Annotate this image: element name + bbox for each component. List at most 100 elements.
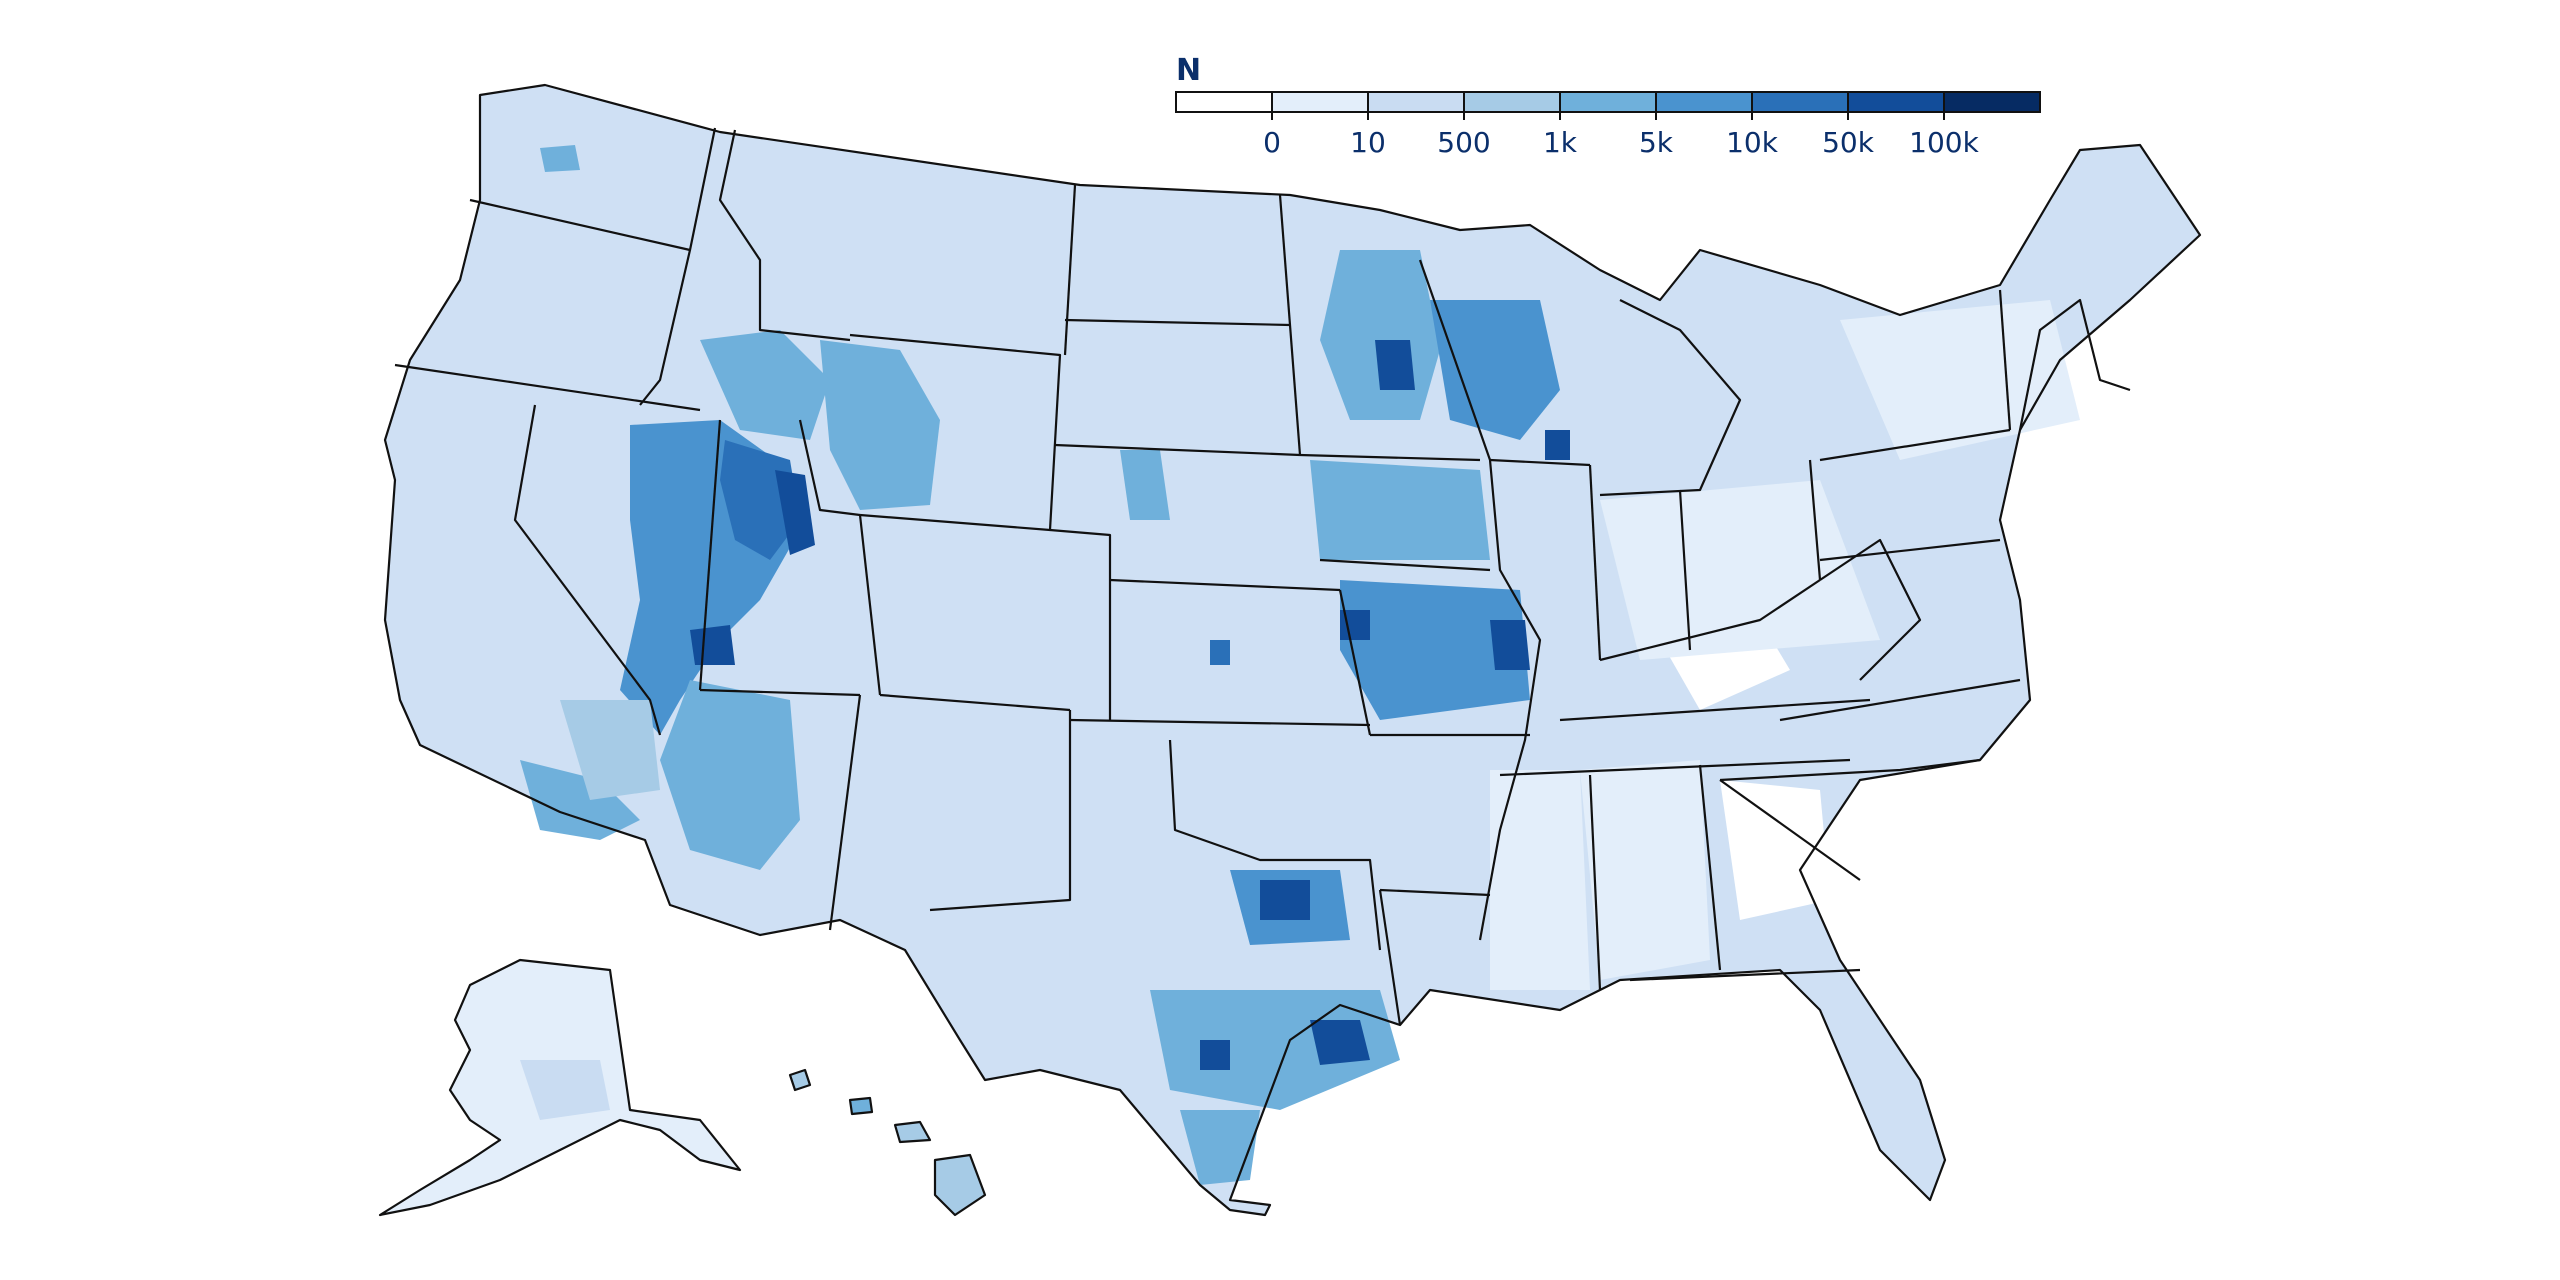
border-sd-ne (1054, 443, 1301, 457)
border-il-in (1588, 464, 1602, 661)
border-new-england (2018, 298, 2131, 431)
hawaii-big-island (933, 1153, 987, 1217)
county-austin (1200, 1040, 1230, 1070)
county-cluster-kansas (1120, 450, 1170, 520)
legend-swatch-8 (1944, 92, 2040, 112)
legend-swatch-5 (1656, 92, 1752, 112)
hawaii-oahu (848, 1096, 874, 1116)
county-cluster-san-diego (560, 700, 660, 800)
border-id-mt (718, 129, 851, 342)
legend-swatch-2 (1368, 92, 1464, 112)
county-cluster-ohio-valley-light (1600, 480, 1880, 660)
border-id-west (639, 127, 717, 406)
county-cluster-southwest-utah (690, 625, 735, 665)
border-tn-south (1499, 758, 1851, 777)
border-mo-east (1338, 589, 1372, 736)
county-dallas (1260, 880, 1310, 920)
hawaii (788, 1068, 987, 1217)
county-cluster-wisconsin (1430, 300, 1560, 440)
border-pa-south (1819, 538, 2001, 562)
alaska-county-light (520, 1060, 610, 1120)
legend-swatch-4 (1560, 92, 1656, 112)
hawaii-maui (893, 1120, 932, 1144)
border-nd-sd (1064, 318, 1291, 327)
legend-label-5: 5k (1639, 126, 1674, 159)
border-or-ca-nv (394, 363, 701, 412)
border-ms-al (1588, 774, 1602, 991)
border-ut-co (858, 514, 882, 696)
border-va-nc (1779, 678, 2021, 722)
county-cluster-southern-california (520, 760, 640, 840)
state-borders (383, 83, 2202, 1217)
legend-label-4: 1k (1543, 126, 1578, 159)
border-al-ga (1698, 764, 1722, 971)
county-st-louis (1490, 620, 1530, 670)
county-cluster-northeast-light (1840, 300, 2080, 460)
border-in-oh (1678, 489, 1692, 651)
legend-swatch-0 (1176, 92, 1272, 112)
border-ar-la (1379, 888, 1491, 897)
county-cluster-iowa (1310, 460, 1490, 560)
county-cluster-salt-lake (775, 470, 815, 555)
border-mt-nd (1063, 184, 1077, 356)
border-la-tx (1378, 889, 1402, 1026)
legend-labels: 0 10 500 1k 5k 10k 50k 100k (1263, 92, 1980, 159)
alaska (378, 958, 742, 1217)
border-ia-mo (1319, 558, 1491, 572)
county-kansas-city (1340, 610, 1370, 640)
county-cluster-alabama-light (1580, 760, 1710, 980)
border-ut-az (699, 688, 861, 697)
county-cluster-arizona (660, 680, 800, 870)
border-co-ks (1049, 528, 1112, 720)
county-houston (1310, 1020, 1370, 1065)
border-ne-ks (1109, 578, 1341, 592)
legend-swatch-1 (1272, 92, 1368, 112)
hawaii-kauai (788, 1068, 812, 1092)
legend-label-3: 500 (1437, 126, 1490, 159)
border-nc-sc (1719, 758, 1981, 782)
county-cluster-utah-core (720, 440, 800, 560)
border-nv-ut (698, 419, 722, 691)
county-cluster-south-texas (1180, 1110, 1260, 1185)
county-cluster-mississippi-light (1490, 770, 1590, 990)
border-ut-wy (798, 419, 861, 517)
legend-swatch-7 (1848, 92, 1944, 112)
border-ga-sc (1719, 779, 1861, 881)
border-mi (1599, 299, 1742, 497)
border-pa-ny (1819, 428, 2011, 462)
legend-label-6: 10k (1726, 126, 1779, 159)
county-minneapolis (1375, 340, 1415, 390)
border-ky-tn (1559, 698, 1871, 722)
county-cluster-missouri (1340, 580, 1530, 720)
legend: N 0 10 500 1k 5k 10k 50k 100k (1175, 53, 2041, 159)
border-wi-il (1489, 458, 1591, 467)
county-cluster-idaho (700, 330, 830, 440)
border-wa-or (469, 198, 691, 252)
border-wv (1819, 538, 1922, 681)
legend-label-7: 50k (1822, 126, 1875, 159)
legend-frame (1175, 91, 2041, 113)
border-ks-ok (1069, 718, 1371, 727)
border-ca-nv (513, 404, 662, 736)
legend-title: N (1176, 53, 1201, 88)
border-ohio-river (1599, 579, 1821, 662)
border-ok-tx (1168, 739, 1382, 951)
county-highlights (520, 145, 2080, 1185)
border-mn-ia (1299, 453, 1481, 462)
us-outline (383, 83, 2202, 1217)
county-cluster-wyoming-west (820, 340, 940, 510)
legend-swatches (1176, 92, 2040, 112)
border-mn (1278, 194, 1302, 456)
legend-swatch-3 (1464, 92, 1560, 112)
county-milwaukee (1545, 430, 1570, 460)
legend-label-1: 0 (1263, 126, 1281, 159)
border-wy (849, 333, 1062, 532)
legend-label-8: 100k (1909, 126, 1979, 159)
border-oh-pa (1808, 459, 1822, 581)
county-seattle (540, 145, 580, 172)
border-az-nm (828, 694, 862, 931)
legend-swatch-6 (1752, 92, 1848, 112)
border-co-nm (879, 693, 1071, 712)
